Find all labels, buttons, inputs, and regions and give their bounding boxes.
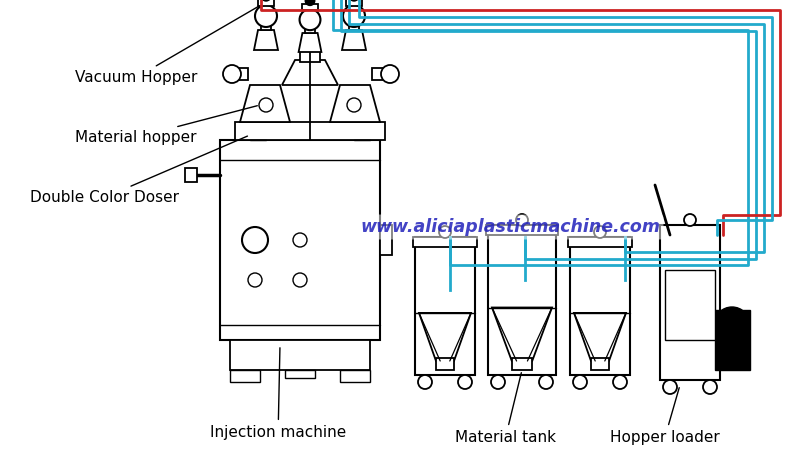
Circle shape	[439, 226, 451, 238]
Text: www.aliciaplasticmachine.com: www.aliciaplasticmachine.com	[360, 218, 660, 236]
Circle shape	[248, 233, 262, 247]
Bar	[591, 358, 609, 370]
Bar	[372, 68, 390, 80]
Circle shape	[381, 65, 399, 83]
Polygon shape	[419, 313, 471, 361]
Bar	[185, 168, 197, 182]
Bar	[660, 225, 720, 380]
Polygon shape	[240, 85, 290, 122]
Circle shape	[343, 5, 365, 27]
Circle shape	[255, 5, 277, 27]
Bar	[413, 237, 477, 247]
Text: Double Color Doser: Double Color Doser	[30, 136, 247, 205]
Circle shape	[703, 380, 717, 394]
Polygon shape	[330, 85, 380, 122]
Circle shape	[306, 0, 314, 6]
Circle shape	[491, 375, 505, 389]
Bar	[340, 370, 370, 382]
Circle shape	[613, 375, 627, 389]
Bar	[302, 4, 318, 10]
Text: Material tank: Material tank	[455, 373, 556, 445]
Circle shape	[293, 233, 307, 247]
Circle shape	[684, 214, 696, 226]
Text: Hopper loader: Hopper loader	[610, 388, 720, 445]
Circle shape	[347, 98, 361, 112]
Text: Injection machine: Injection machine	[210, 348, 346, 440]
Bar	[235, 122, 385, 140]
Bar	[220, 140, 380, 340]
Circle shape	[299, 9, 321, 30]
Circle shape	[223, 65, 241, 83]
Bar	[261, 22, 271, 30]
Polygon shape	[492, 307, 552, 361]
Bar	[415, 237, 475, 375]
Circle shape	[248, 273, 262, 287]
Polygon shape	[342, 30, 366, 50]
Bar	[380, 225, 392, 255]
Circle shape	[418, 375, 432, 389]
Circle shape	[539, 375, 553, 389]
Polygon shape	[298, 33, 322, 52]
Text: Material hopper: Material hopper	[75, 106, 258, 145]
Circle shape	[458, 375, 472, 389]
Bar	[349, 22, 359, 30]
Text: Vacuum Hopper: Vacuum Hopper	[75, 3, 263, 85]
Bar	[715, 310, 750, 370]
Bar	[436, 358, 454, 370]
Circle shape	[293, 273, 307, 287]
Bar	[665, 270, 715, 340]
Bar	[486, 225, 558, 235]
Circle shape	[573, 375, 587, 389]
Circle shape	[516, 214, 528, 226]
Bar	[512, 358, 532, 370]
Polygon shape	[282, 60, 338, 85]
Bar	[300, 48, 320, 62]
Circle shape	[663, 380, 677, 394]
Bar	[258, 0, 274, 6]
Polygon shape	[254, 30, 278, 50]
Circle shape	[349, 0, 359, 1]
Bar	[346, 0, 362, 6]
Bar	[230, 340, 370, 370]
Bar	[570, 237, 630, 375]
Polygon shape	[574, 313, 626, 361]
Circle shape	[259, 98, 273, 112]
Bar	[488, 225, 556, 375]
Circle shape	[714, 307, 750, 343]
Circle shape	[242, 227, 268, 253]
Circle shape	[261, 0, 271, 1]
Circle shape	[594, 226, 606, 238]
Bar	[230, 68, 248, 80]
Bar	[568, 237, 632, 247]
Bar	[285, 370, 315, 378]
Bar	[306, 25, 314, 33]
Bar	[230, 370, 260, 382]
